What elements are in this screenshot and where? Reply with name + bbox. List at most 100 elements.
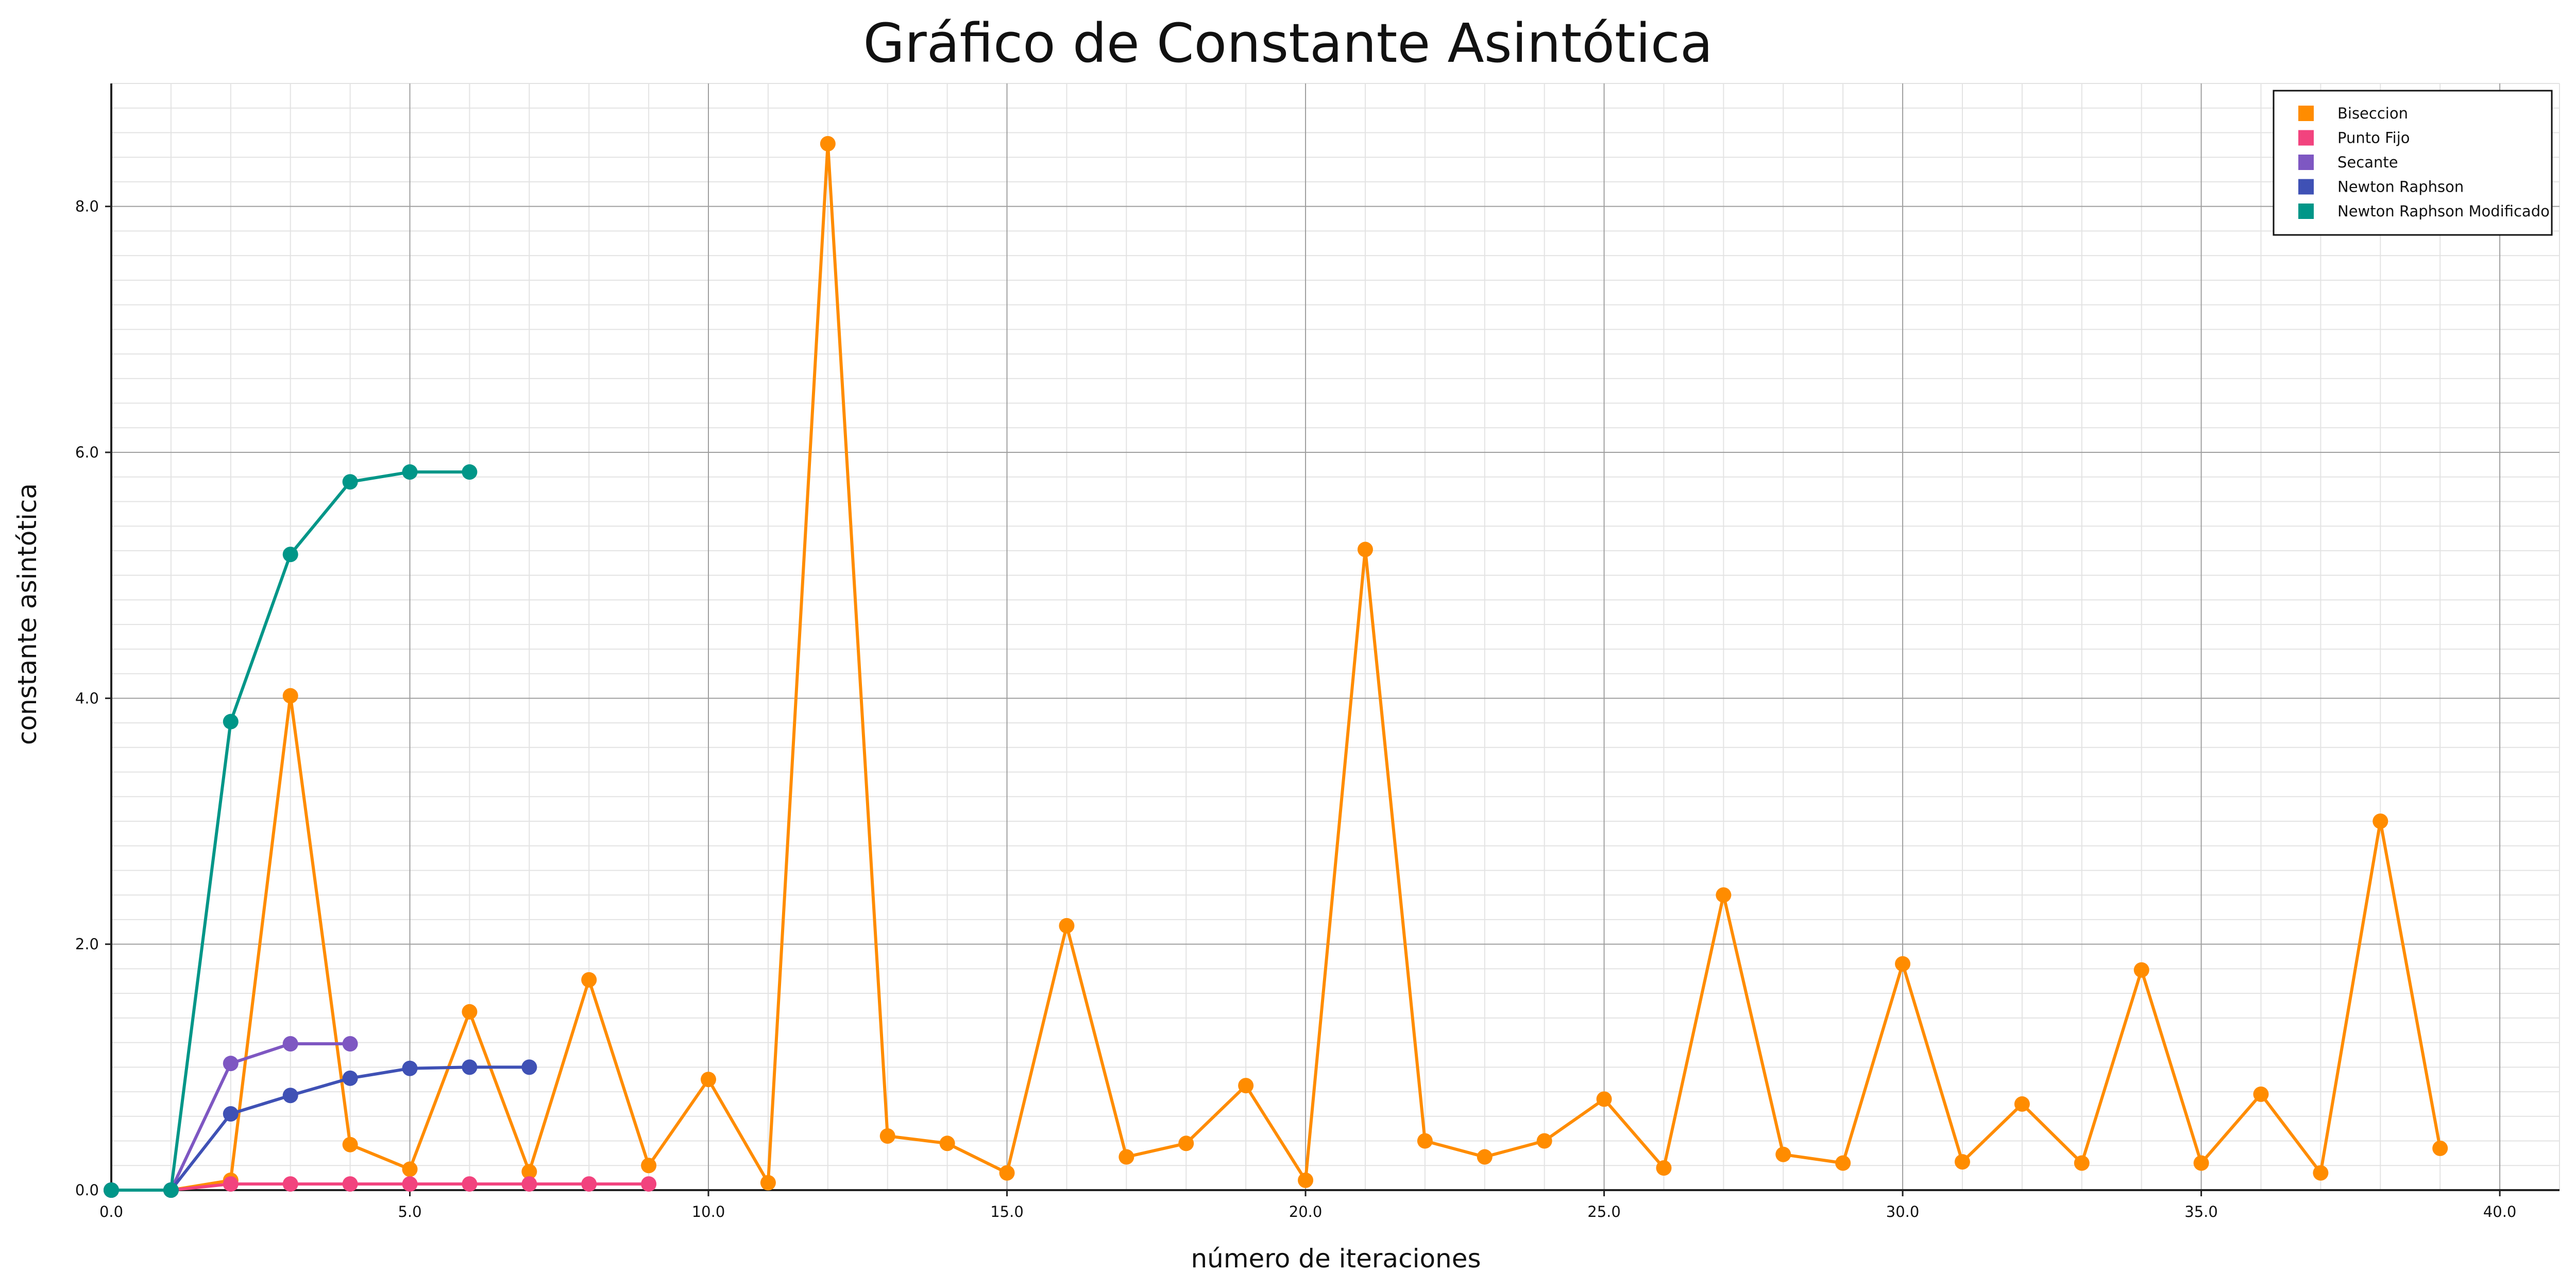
data-point-biseccion [1835, 1155, 1851, 1171]
x-tick-label: 10.0 [692, 1203, 725, 1221]
data-point-biseccion [939, 1136, 955, 1151]
data-point-biseccion [2133, 962, 2149, 978]
data-point-biseccion [1238, 1078, 1254, 1094]
data-point-biseccion [2014, 1096, 2030, 1112]
x-tick-labels: 0.0 5.0 10.0 15.0 20.0 25.0 30.0 35.0 40.0 [99, 1190, 2516, 1221]
data-point-punto-fijo [342, 1176, 358, 1192]
data-point-punto-fijo [462, 1176, 478, 1192]
data-point-biseccion [2432, 1140, 2448, 1156]
y-tick-label: 0.0 [75, 1181, 99, 1199]
x-tick-label: 5.0 [398, 1203, 421, 1221]
data-point-punto-fijo [402, 1176, 418, 1192]
data-point-biseccion [1477, 1149, 1493, 1165]
data-point-biseccion [462, 1004, 478, 1020]
legend-box [2273, 90, 2553, 236]
data-point-biseccion [999, 1165, 1015, 1181]
data-point-biseccion [1656, 1160, 1672, 1176]
data-point-newton-raphson-modificado [342, 474, 358, 490]
data-point-newton-raphson-modificado [282, 547, 298, 563]
series-group [104, 135, 2448, 1198]
data-point-newton-raphson-modificado [163, 1182, 179, 1198]
data-point-biseccion [879, 1128, 895, 1144]
grid-minor [111, 83, 2560, 1190]
legend-label-biseccion: Biseccion [2337, 105, 2408, 122]
data-point-punto-fijo [581, 1176, 597, 1192]
data-point-biseccion [1895, 956, 1911, 972]
data-point-punto-fijo [223, 1176, 239, 1192]
series-line-newton-raphson [111, 1065, 530, 1192]
series-punto-fijo [104, 1176, 657, 1198]
legend-swatch-biseccion [2298, 106, 2314, 121]
data-point-biseccion [1775, 1146, 1791, 1162]
series-biseccion [104, 135, 2448, 1198]
data-point-newton-raphson-modificado [402, 464, 418, 480]
data-point-biseccion [581, 972, 597, 988]
legend-label-punto-fijo: Punto Fijo [2337, 129, 2410, 147]
legend-swatch-punto-fijo [2298, 130, 2314, 146]
legend-swatch-newton-raphson [2298, 179, 2314, 195]
legend-label-secante: Secante [2337, 154, 2398, 171]
data-point-newton-raphson [521, 1059, 537, 1075]
legend-label-newton-raphson: Newton Raphson [2337, 178, 2464, 196]
x-tick-label: 0.0 [99, 1203, 123, 1221]
data-point-biseccion [1178, 1136, 1194, 1151]
y-tick-label: 8.0 [75, 198, 99, 215]
x-tick-label: 30.0 [1886, 1203, 1920, 1221]
data-point-punto-fijo [641, 1176, 657, 1192]
data-point-biseccion [1298, 1172, 1314, 1188]
legend-swatch-secante [2298, 155, 2314, 170]
y-tick-label: 6.0 [75, 444, 99, 461]
x-tick-label: 40.0 [2483, 1203, 2517, 1221]
x-tick-label: 15.0 [990, 1203, 1024, 1221]
data-point-biseccion [2193, 1155, 2209, 1171]
legend-swatch-newton-raphson-modificado [2298, 204, 2314, 219]
data-point-biseccion [820, 135, 836, 151]
data-point-punto-fijo [282, 1176, 298, 1192]
data-point-biseccion [1417, 1133, 1433, 1149]
data-point-newton-raphson [402, 1060, 418, 1076]
data-point-biseccion [402, 1161, 418, 1177]
data-point-secante [223, 1056, 239, 1072]
data-point-biseccion [1059, 918, 1075, 934]
series-newton-raphson-modificado [104, 464, 478, 1198]
data-point-biseccion [2074, 1155, 2090, 1171]
data-point-biseccion [641, 1158, 657, 1174]
data-point-biseccion [342, 1137, 358, 1153]
y-tick-label: 4.0 [75, 689, 99, 707]
data-point-biseccion [521, 1164, 537, 1180]
data-point-biseccion [1357, 541, 1373, 557]
data-point-newton-raphson-modificado [104, 1182, 119, 1198]
series-newton-raphson [104, 1059, 537, 1198]
x-tick-label: 20.0 [1289, 1203, 1323, 1221]
data-point-biseccion [2372, 814, 2388, 829]
data-point-newton-raphson [282, 1088, 298, 1104]
legend-label-newton-raphson-modificado: Newton Raphson Modificado [2337, 202, 2550, 220]
data-point-secante [342, 1036, 358, 1052]
data-point-biseccion [1536, 1133, 1552, 1149]
legend: Biseccion Punto Fijo Secante Newton Raphson… [2273, 90, 2553, 236]
data-point-biseccion [701, 1072, 717, 1088]
data-point-newton-raphson [223, 1106, 239, 1122]
data-point-newton-raphson-modificado [462, 464, 478, 480]
data-point-biseccion [760, 1175, 776, 1191]
series-line-biseccion [111, 142, 2442, 1192]
data-point-biseccion [1954, 1154, 1970, 1170]
y-axis-label: constante asintótica [12, 483, 42, 745]
data-point-newton-raphson-modificado [223, 714, 239, 730]
data-point-biseccion [1596, 1091, 1612, 1107]
y-tick-label: 2.0 [75, 936, 99, 953]
series-line-punto-fijo [111, 1182, 649, 1192]
data-point-biseccion [2253, 1086, 2269, 1102]
x-tick-label: 25.0 [1587, 1203, 1621, 1221]
data-point-biseccion [1716, 887, 1732, 903]
chart-title: Gráfico de Constante Asintótica [863, 12, 1713, 75]
data-point-newton-raphson [462, 1059, 478, 1075]
data-point-biseccion [2313, 1165, 2329, 1181]
data-point-secante [282, 1036, 298, 1052]
data-point-biseccion [282, 688, 298, 704]
data-point-newton-raphson [342, 1070, 358, 1086]
grid-major [111, 83, 2560, 1191]
data-point-punto-fijo [521, 1176, 537, 1192]
x-axis-label: número de iteraciones [1191, 1244, 1481, 1274]
